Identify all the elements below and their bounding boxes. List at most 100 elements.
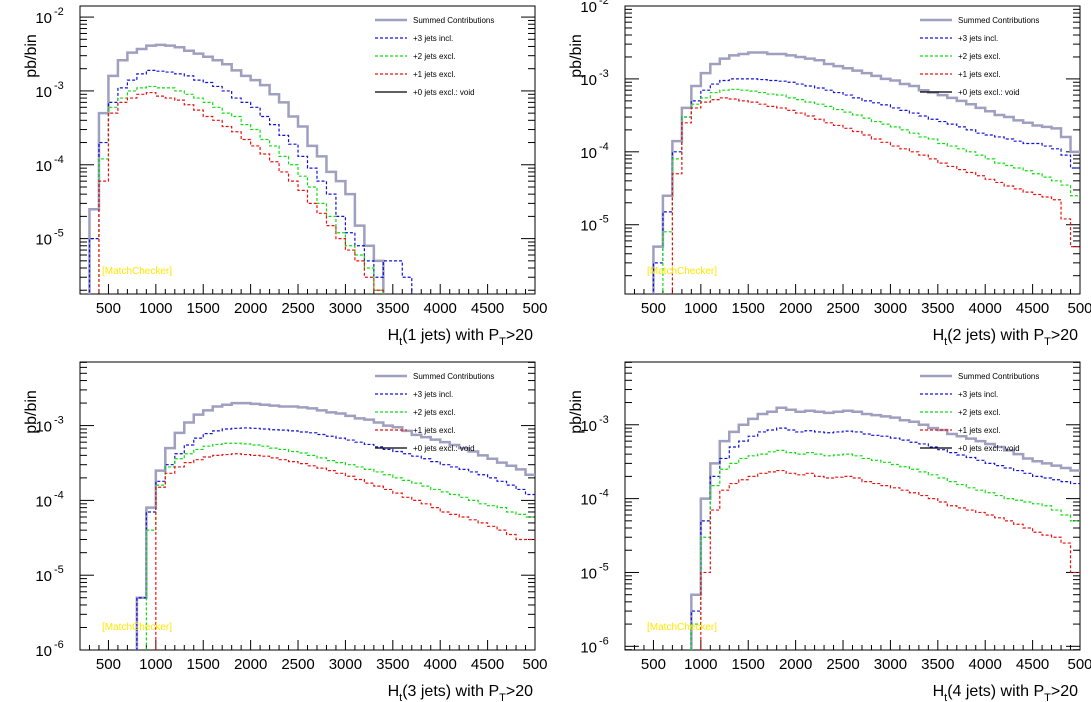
x-axis-title-part: T <box>1044 336 1051 348</box>
legend-entry: Summed Contributions <box>958 372 1039 381</box>
y-axis-title: pb/bin <box>568 390 585 434</box>
x-tick-label: 2000 <box>779 656 812 673</box>
y-tick-label: 10 <box>35 232 52 249</box>
x-tick-label: 3500 <box>921 300 954 317</box>
y-tick-exponent: -4 <box>599 141 609 153</box>
y-tick-exponent: -6 <box>599 635 609 647</box>
legend-entry: +1 jets excl. <box>958 70 1000 79</box>
x-axis-title-part: >20 <box>1051 683 1078 700</box>
x-axis-title: Ht(1 jets) with PT>20 <box>388 327 534 348</box>
y-tick-exponent: -6 <box>54 639 64 651</box>
legend-entry: +0 jets excl.: void <box>413 444 475 453</box>
y-axis-title: pb/bin <box>23 390 40 434</box>
y-tick-label: 10 <box>35 10 52 27</box>
x-axis-title-part: (3 jets) with P <box>402 683 499 700</box>
y-axis-title: pb/bin <box>568 34 585 78</box>
x-tick-label: 1000 <box>139 300 172 317</box>
series-line-4 <box>155 453 535 650</box>
series-line-3 <box>145 442 535 650</box>
legend-entry: +1 jets excl. <box>413 426 455 435</box>
series-line-1 <box>135 401 535 650</box>
y-tick-exponent: -5 <box>599 561 609 573</box>
y-tick-label: 10 <box>35 158 52 175</box>
x-axis-title-part: t <box>399 692 402 702</box>
y-tick-exponent: -2 <box>599 0 609 7</box>
x-axis-title-part: T <box>499 336 506 348</box>
watermark-label: [MatchChecker] <box>647 622 717 633</box>
legend-entry: +3 jets incl. <box>958 34 998 43</box>
x-tick-label: 3500 <box>376 300 409 317</box>
x-tick-label: 500 <box>96 300 121 317</box>
legend-entry: Summed Contributions <box>413 372 494 381</box>
x-tick-label: 4000 <box>969 656 1002 673</box>
x-tick-label: 1500 <box>732 300 765 317</box>
y-tick-label: 10 <box>35 493 52 510</box>
x-axis-title-part: (2 jets) with P <box>947 327 1044 344</box>
x-tick-label: 500 <box>522 656 547 673</box>
x-tick-label: 3000 <box>329 656 362 673</box>
x-tick-label: 1500 <box>187 300 220 317</box>
y-tick-label: 10 <box>35 568 52 585</box>
legend-entry: +2 jets excl. <box>958 52 1000 61</box>
x-tick-label: 500 <box>641 300 666 317</box>
y-tick-exponent: -3 <box>54 80 64 92</box>
x-tick-label: 1500 <box>732 656 765 673</box>
x-tick-label: 1500 <box>187 656 220 673</box>
x-tick-label: 500 <box>522 300 547 317</box>
y-tick-label: 10 <box>580 218 597 235</box>
y-tick-exponent: -4 <box>54 489 64 501</box>
y-tick-exponent: -4 <box>54 154 64 166</box>
x-tick-label: 2500 <box>826 656 859 673</box>
series-line-3 <box>98 85 384 294</box>
x-tick-label: 3000 <box>874 300 907 317</box>
x-tick-label: 1000 <box>684 656 717 673</box>
y-tick-exponent: -2 <box>54 6 64 18</box>
y-tick-label: 10 <box>580 492 597 509</box>
y-tick-exponent: -3 <box>54 415 64 427</box>
x-axis-title-part: t <box>944 692 947 702</box>
x-tick-label: 4500 <box>1016 300 1049 317</box>
x-axis-title: Ht(4 jets) with PT>20 <box>933 683 1079 702</box>
x-axis-title-part: >20 <box>506 327 533 344</box>
x-axis-title-part: >20 <box>1051 327 1078 344</box>
x-tick-label: 2000 <box>234 300 267 317</box>
x-tick-label: 4500 <box>471 300 504 317</box>
series-line-3 <box>690 449 1080 650</box>
x-tick-label: 4500 <box>1016 656 1049 673</box>
legend-entry: +0 jets excl.: void <box>958 444 1020 453</box>
legend-entry: Summed Contributions <box>413 16 494 25</box>
plot-frame <box>624 5 1081 295</box>
legend-entry: +1 jets excl. <box>413 70 455 79</box>
legend-entry: +2 jets excl. <box>413 52 455 61</box>
y-tick-label: 10 <box>580 72 597 89</box>
chart-panel-2: 10-510-410-310 -2500 1000 1500 2000 2500 3000 3… <box>568 0 1091 348</box>
x-tick-label: 500 <box>96 656 121 673</box>
y-tick-label: 10 <box>35 643 52 660</box>
x-tick-label: 3500 <box>921 656 954 673</box>
series-line-2 <box>136 427 535 650</box>
legend-entry: +2 jets excl. <box>958 408 1000 417</box>
series-line-4 <box>700 469 1080 650</box>
legend-entry: +0 jets excl.: void <box>413 88 475 97</box>
x-tick-label: 500 <box>641 656 666 673</box>
x-axis-title-part: (1 jets) with P <box>402 327 499 344</box>
x-axis-title-part: H <box>388 683 400 700</box>
x-axis-title: Ht(3 jets) with PT>20 <box>388 683 534 702</box>
legend-entry: +3 jets incl. <box>958 390 998 399</box>
chart-panel-3: 10-610-510-410 -3500 1000 1500 2000 2500 3000 3… <box>23 361 548 702</box>
y-tick-exponent: -5 <box>54 564 64 576</box>
watermark-label: [MatchChecker] <box>647 266 717 277</box>
legend-entry: +3 jets incl. <box>413 34 453 43</box>
x-tick-label: 500 <box>1067 656 1091 673</box>
series-line-2 <box>652 78 1080 294</box>
y-tick-label: 10 <box>580 145 597 162</box>
x-tick-label: 3000 <box>329 300 362 317</box>
x-axis-title-part: (4 jets) with P <box>947 683 1044 700</box>
y-tick-label: 10 <box>580 0 597 16</box>
x-tick-label: 3500 <box>376 656 409 673</box>
x-tick-label: 4500 <box>471 656 504 673</box>
y-tick-exponent: -3 <box>599 68 609 80</box>
legend-entry: +0 jets excl.: void <box>958 88 1020 97</box>
x-tick-label: 2500 <box>281 656 314 673</box>
